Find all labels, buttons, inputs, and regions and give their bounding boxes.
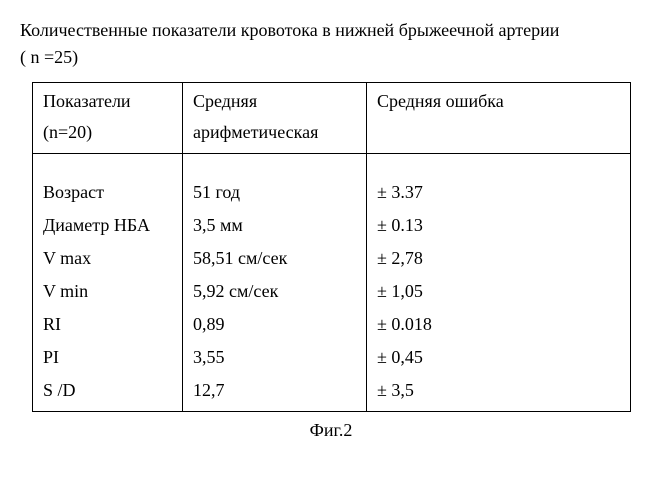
sample-size: ( n =25) [20, 47, 640, 68]
cell-err: ± 0,45 [367, 341, 631, 374]
cell-mean: 12,7 [183, 374, 367, 412]
table-header-row: Показатели (n=20) Средняя арифметическая… [33, 83, 631, 154]
cell-mean: 51 год [183, 176, 367, 209]
table-row: V max 58,51 см/сек ± 2,78 [33, 242, 631, 275]
cell-param: S /D [33, 374, 183, 412]
col-header-param: Показатели (n=20) [33, 83, 183, 154]
table-spacer [33, 154, 631, 177]
cell-param: V min [33, 275, 183, 308]
figure-caption: Фиг.2 [32, 420, 630, 441]
col-header-param-line2: (n=20) [43, 122, 172, 143]
col-header-mean-line1: Средняя [193, 91, 356, 112]
cell-param: RI [33, 308, 183, 341]
cell-err: ± 2,78 [367, 242, 631, 275]
page-title: Количественные показатели кровотока в ни… [20, 20, 640, 41]
table-row: PI 3,55 ± 0,45 [33, 341, 631, 374]
col-header-mean-line2: арифметическая [193, 122, 356, 143]
cell-param: PI [33, 341, 183, 374]
table-row: S /D 12,7 ± 3,5 [33, 374, 631, 412]
col-header-err-line1: Средняя ошибка [377, 91, 620, 112]
col-header-mean: Средняя арифметическая [183, 83, 367, 154]
table-row: Возраст 51 год ± 3.37 [33, 176, 631, 209]
col-header-err: Средняя ошибка [367, 83, 631, 154]
table-row: RI 0,89 ± 0.018 [33, 308, 631, 341]
cell-err: ± 0.13 [367, 209, 631, 242]
cell-err: ± 3,5 [367, 374, 631, 412]
table-row: V min 5,92 см/сек ± 1,05 [33, 275, 631, 308]
table-row: Диаметр НБА 3,5 мм ± 0.13 [33, 209, 631, 242]
cell-mean: 3,55 [183, 341, 367, 374]
cell-err: ± 1,05 [367, 275, 631, 308]
cell-param: Возраст [33, 176, 183, 209]
data-table: Показатели (n=20) Средняя арифметическая… [32, 82, 631, 412]
cell-mean: 5,92 см/сек [183, 275, 367, 308]
cell-err: ± 3.37 [367, 176, 631, 209]
cell-param: Диаметр НБА [33, 209, 183, 242]
cell-param: V max [33, 242, 183, 275]
col-header-param-line1: Показатели [43, 91, 172, 112]
cell-err: ± 0.018 [367, 308, 631, 341]
cell-mean: 0,89 [183, 308, 367, 341]
cell-mean: 58,51 см/сек [183, 242, 367, 275]
cell-mean: 3,5 мм [183, 209, 367, 242]
